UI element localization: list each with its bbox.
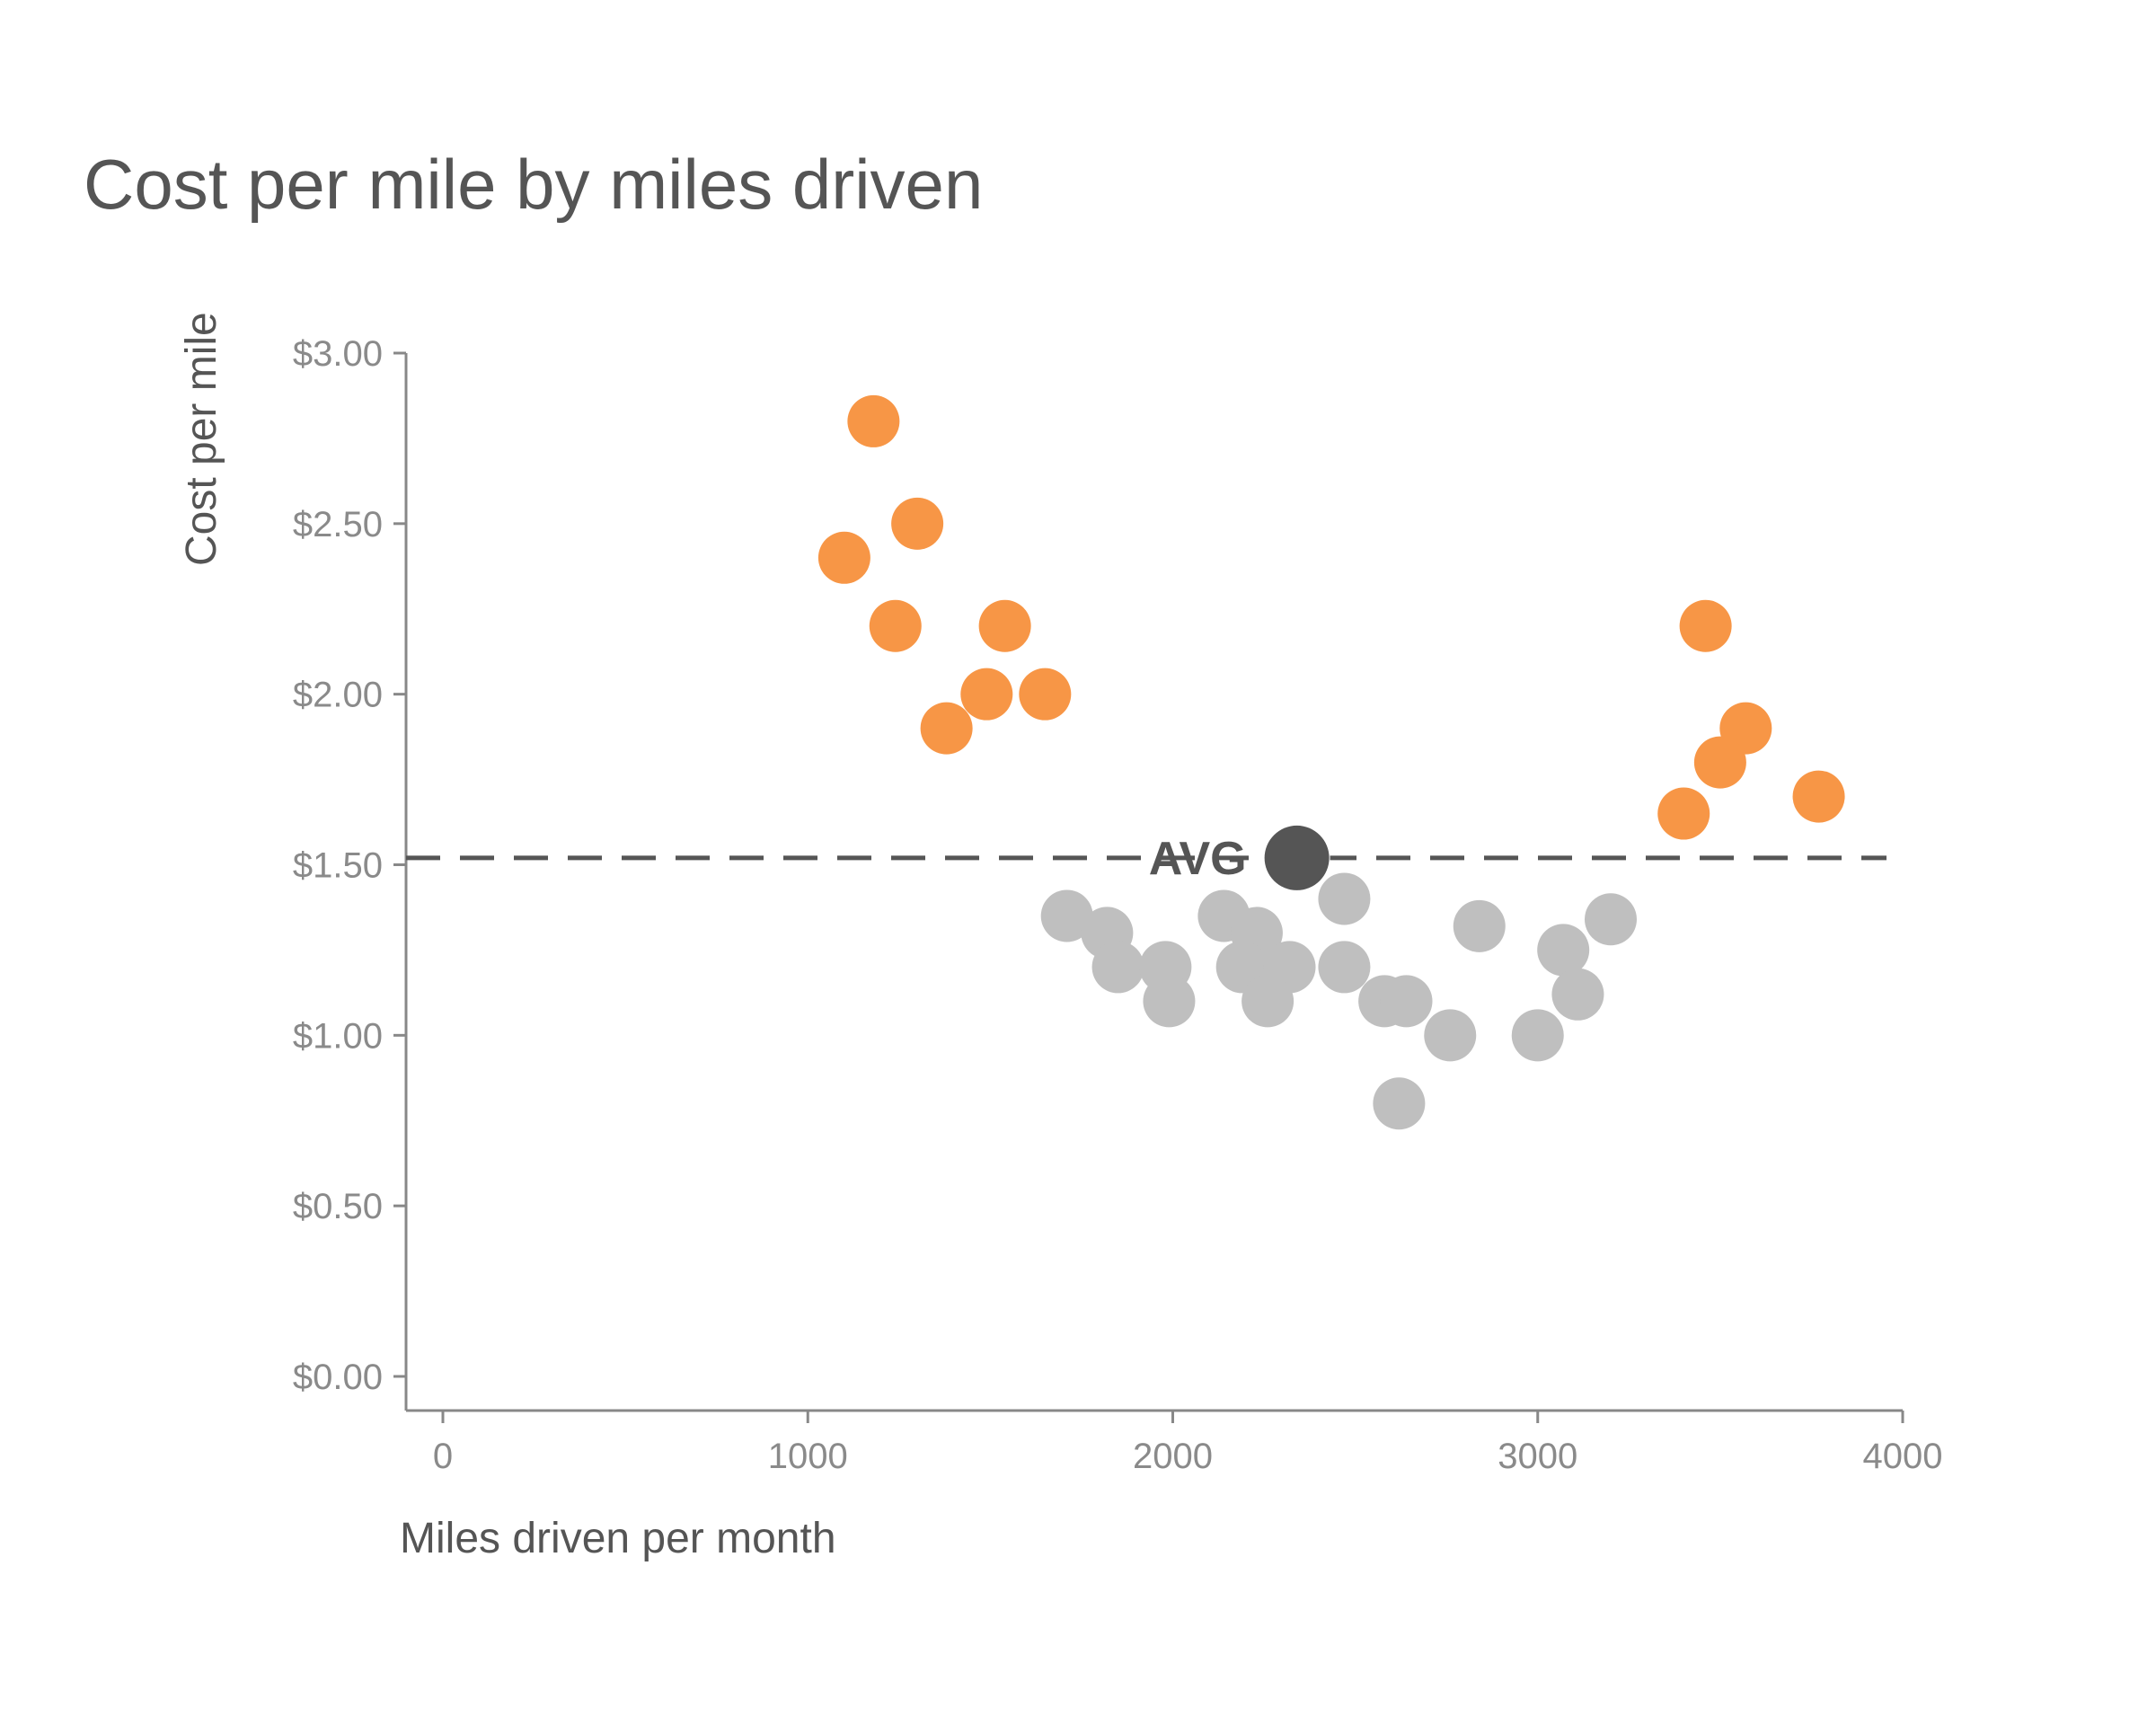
data-point <box>869 599 922 652</box>
data-points: AVG <box>817 394 1845 1130</box>
data-point <box>891 497 944 550</box>
x-axis-title: Miles driven per month <box>400 1515 836 1562</box>
x-tick-label: 2000 <box>1133 1437 1213 1476</box>
x-tick-label: 0 <box>433 1437 453 1476</box>
data-point <box>960 668 1013 721</box>
data-point <box>1585 893 1637 946</box>
y-tick-label: $1.00 <box>293 1016 383 1056</box>
data-point <box>1453 899 1506 952</box>
data-point <box>1551 968 1604 1021</box>
data-point <box>1657 787 1710 840</box>
data-point <box>1424 1009 1477 1062</box>
y-tick-label: $2.50 <box>293 505 383 544</box>
y-tick-label: $0.50 <box>293 1187 383 1226</box>
data-point <box>1318 872 1371 925</box>
average-point <box>1264 825 1330 890</box>
y-tick-label: $2.00 <box>293 676 383 715</box>
data-point <box>978 599 1031 652</box>
y-tick-label: $3.00 <box>293 334 383 374</box>
chart-title: Cost per mile by miles driven <box>84 145 984 224</box>
x-tick-label: 3000 <box>1498 1437 1577 1476</box>
data-point <box>817 531 870 584</box>
x-tick-label: 1000 <box>768 1437 848 1476</box>
data-point <box>1241 975 1294 1028</box>
data-point <box>1693 736 1746 789</box>
data-point <box>1040 889 1093 942</box>
data-point <box>1318 941 1371 994</box>
average-label: AVG <box>1149 833 1247 885</box>
data-point <box>920 702 973 755</box>
data-point <box>1380 975 1433 1028</box>
data-point <box>1679 599 1732 652</box>
x-tick-label: 4000 <box>1863 1437 1943 1476</box>
data-point <box>1143 975 1196 1028</box>
data-point <box>1792 770 1845 823</box>
y-tick-label: $1.50 <box>293 846 383 886</box>
data-point <box>1019 668 1072 721</box>
data-point <box>1537 924 1590 977</box>
data-point <box>847 394 900 447</box>
data-point <box>1091 941 1144 994</box>
data-point <box>1373 1077 1426 1130</box>
y-tick-label: $0.00 <box>293 1358 383 1397</box>
y-axis-title: Cost per mile <box>178 312 225 566</box>
data-point <box>1511 1009 1564 1062</box>
axes: $0.00 $0.50 $1.00 $1.50 $2.00 $2.50 $3.00 0 1000… <box>293 334 1943 1476</box>
